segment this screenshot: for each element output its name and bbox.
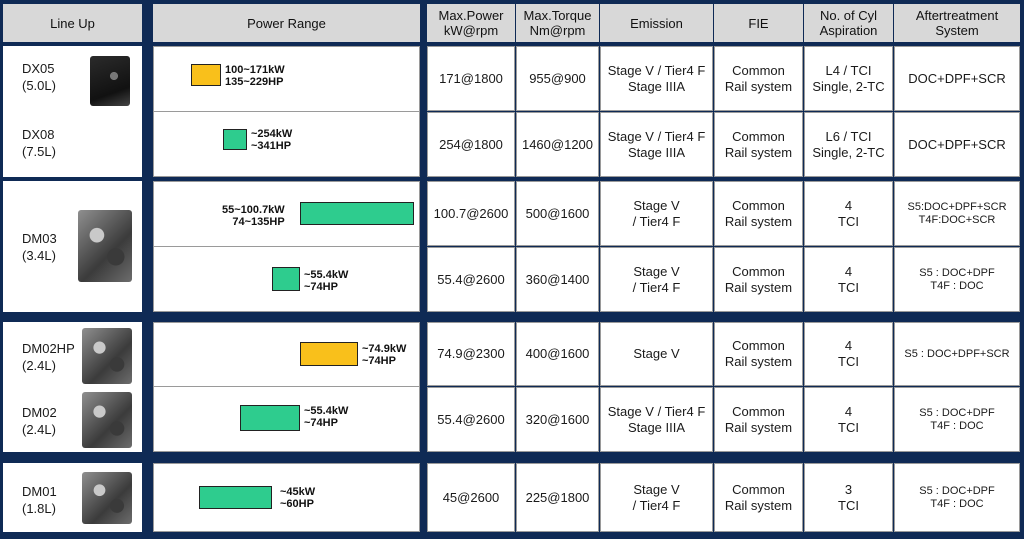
cell-fie: Common Rail system [714,463,803,532]
cell-after: S5:DOC+DPF+SCR T4F:DOC+SCR [894,181,1020,246]
header-lineup-label: Line Up [50,15,95,31]
power-bar-dm03-high [300,202,414,225]
cell-emission: Stage V [600,322,713,386]
cell-power: 100.7@2600 [427,181,515,246]
cell-power: 171@1800 [427,46,515,111]
cell-emission: Stage V / Tier4 F [600,181,713,246]
header-cyl: No. of Cyl Aspiration [804,4,893,42]
divider [153,386,420,387]
cell-fie: Common Rail system [714,387,803,452]
engine-name-dx05: DX05 (5.0L) [22,61,56,93]
power-range-label-dm03-low: ~55.4kW ~74HP [304,269,349,293]
header-power-range: Power Range [153,4,420,42]
power-range-label-dm02: ~55.4kW ~74HP [304,405,349,429]
cell-torque: 360@1400 [516,247,599,312]
cell-after: DOC+DPF+SCR [894,46,1020,111]
cell-emission: Stage V / Tier4 F [600,463,713,532]
power-range-label-dx05: 100~171kW 135~229HP [225,64,285,88]
cell-fie: Common Rail system [714,322,803,386]
header-max-torque: Max.Torque Nm@rpm [516,4,599,42]
cell-cyl: 3 TCI [804,463,893,532]
cell-torque: 1460@1200 [516,112,599,177]
cell-cyl: L4 / TCI Single, 2-TC [804,46,893,111]
cell-emission: Stage V / Tier4 F Stage IIIA [600,46,713,111]
cell-fie: Common Rail system [714,181,803,246]
cell-power: 74.9@2300 [427,322,515,386]
power-range-label-dm02hp: ~74.9kW ~74HP [362,343,407,367]
cell-cyl: 4 TCI [804,387,893,452]
header-fie: FIE [714,4,803,42]
engine-name-dx08: DX08 (7.5L) [22,127,56,159]
engine-photo [78,210,132,282]
cell-after: S5 : DOC+DPF T4F : DOC [894,247,1020,312]
header-max-power: Max.Power kW@rpm [427,4,515,42]
cell-fie: Common Rail system [714,46,803,111]
power-bar-dm01 [199,486,272,509]
cell-torque: 320@1600 [516,387,599,452]
power-range-label-dx08: ~254kW ~341HP [251,128,293,152]
cell-after: DOC+DPF+SCR [894,112,1020,177]
header-emission: Emission [600,4,713,42]
power-range-group-dm01 [153,463,420,532]
power-bar-dx05 [191,64,221,86]
cell-torque: 400@1600 [516,322,599,386]
engine-photo [82,328,132,384]
cell-cyl: L6 / TCI Single, 2-TC [804,112,893,177]
cell-torque: 955@900 [516,46,599,111]
power-range-label-dm03-high: 55~100.7kW 74~135HP [222,204,285,228]
cell-fie: Common Rail system [714,247,803,312]
cell-emission: Stage V / Tier4 F Stage IIIA [600,387,713,452]
cell-emission: Stage V / Tier4 F [600,247,713,312]
power-bar-dm02 [240,405,300,431]
engine-name-dm02: DM02 (2.4L) [22,405,57,437]
engine-name-dm03: DM03 (3.4L) [22,231,57,263]
cell-power: 55.4@2600 [427,247,515,312]
engine-photo [90,56,130,106]
cell-power: 45@2600 [427,463,515,532]
cell-power: 55.4@2600 [427,387,515,452]
power-range-label-dm01: ~45kW ~60HP [280,486,316,510]
cell-emission: Stage V / Tier4 F Stage IIIA [600,112,713,177]
cell-torque: 500@1600 [516,181,599,246]
engine-photo [82,472,132,524]
cell-cyl: 4 TCI [804,322,893,386]
cell-fie: Common Rail system [714,112,803,177]
cell-after: S5 : DOC+DPF T4F : DOC [894,387,1020,452]
header-power-range-label: Power Range [247,15,326,31]
cell-after: S5 : DOC+DPF T4F : DOC [894,463,1020,532]
header-lineup: Line Up [3,4,142,42]
divider [153,246,420,247]
cell-torque: 225@1800 [516,463,599,532]
header-aftertreatment: Aftertreatment System [894,4,1020,42]
cell-after: S5 : DOC+DPF+SCR [894,322,1020,386]
cell-cyl: 4 TCI [804,181,893,246]
engine-photo [82,392,132,448]
cell-cyl: 4 TCI [804,247,893,312]
power-bar-dx08 [223,129,247,150]
engine-name-dm02hp: DM02HP (2.4L) [22,341,75,373]
power-bar-dm02hp [300,342,358,366]
power-range-group-dm02 [153,322,420,452]
engine-name-dm01: DM01 (1.8L) [22,484,57,516]
divider [153,111,420,112]
power-bar-dm03-low [272,267,300,291]
cell-power: 254@1800 [427,112,515,177]
